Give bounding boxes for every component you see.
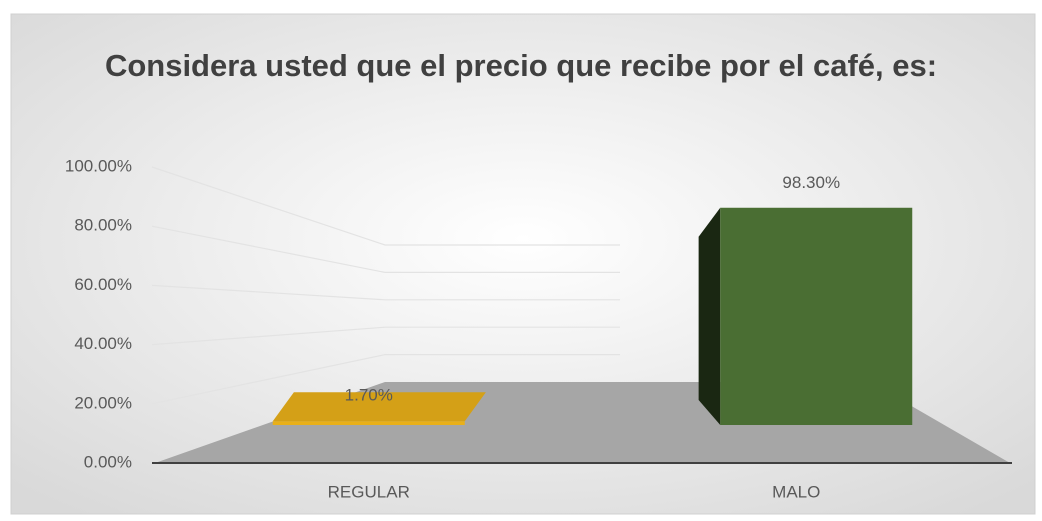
y-tick-label: 60.00% bbox=[74, 275, 132, 294]
bar-front bbox=[720, 207, 913, 425]
bar-side bbox=[698, 207, 721, 425]
grid-line bbox=[151, 326, 620, 346]
bar-top bbox=[272, 392, 486, 422]
chart-title: Considera usted que el precio que recibe… bbox=[104, 48, 938, 83]
grid-line bbox=[151, 225, 620, 273]
y-tick-label: 20.00% bbox=[74, 393, 132, 412]
y-tick-label: 100.00% bbox=[65, 156, 132, 175]
y-tick-label: 40.00% bbox=[74, 334, 132, 353]
grid-line bbox=[151, 166, 620, 246]
y-tick-label: 0.00% bbox=[84, 452, 132, 471]
bar-front bbox=[272, 421, 465, 425]
x-tick-label: MALO bbox=[772, 482, 820, 501]
grid-line bbox=[151, 354, 620, 405]
data-label: 1.70% bbox=[345, 386, 393, 405]
data-label: 98.30% bbox=[782, 173, 840, 192]
x-tick-label: REGULAR bbox=[328, 482, 410, 501]
y-tick-label: 80.00% bbox=[74, 216, 132, 235]
grid-line bbox=[151, 284, 620, 301]
